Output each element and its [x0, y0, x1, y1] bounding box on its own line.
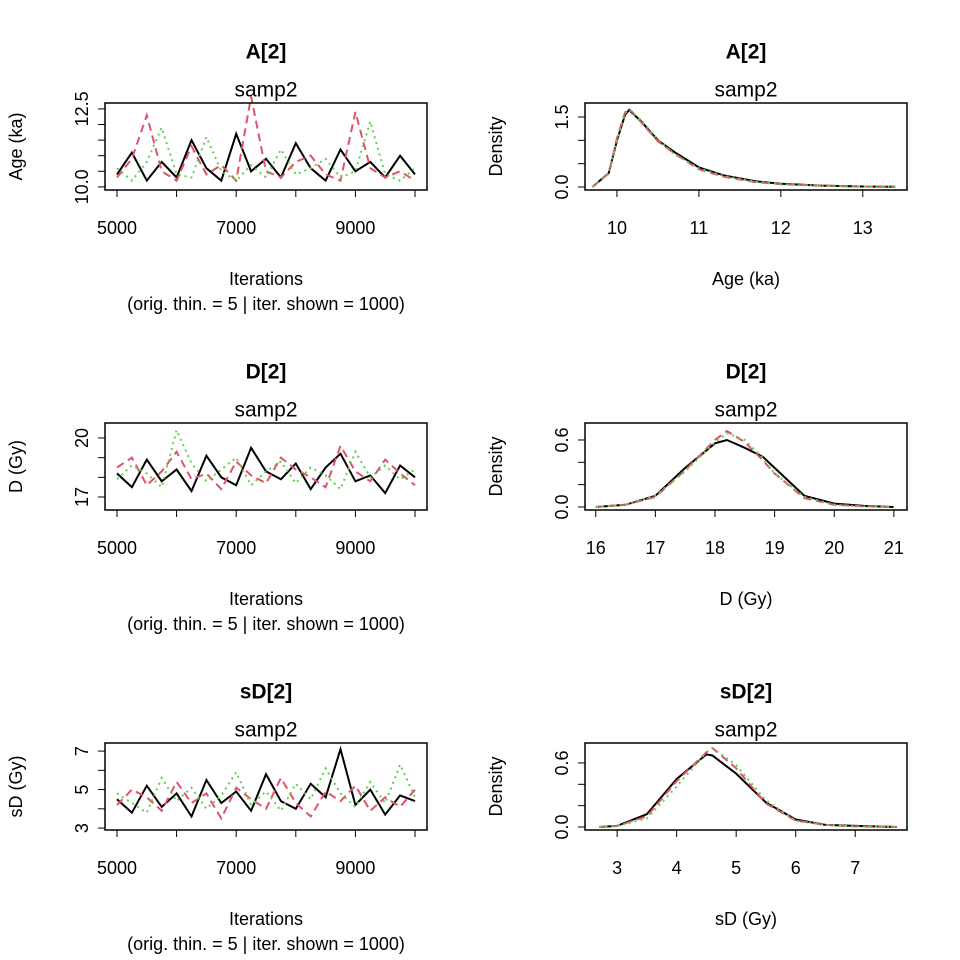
x-tick-label: 11 [690, 218, 709, 238]
plot-box [104, 422, 428, 511]
panel-subtitle: samp2 [714, 399, 777, 422]
x-tick-label: 21 [884, 538, 904, 558]
plot-box [584, 742, 908, 831]
x-axis-label: D (Gy) [720, 589, 773, 609]
x-tick-label: 7000 [216, 858, 256, 878]
y-tick-label: 10.0 [72, 169, 92, 204]
x-axis-label: Iterations [229, 589, 303, 609]
plot-box [584, 102, 908, 191]
y-tick-label: 12.5 [72, 91, 92, 126]
series-line [116, 775, 416, 821]
x-tick-label: 20 [824, 538, 844, 558]
x-axis-note: (orig. thin. = 5 | iter. shown = 1000) [127, 294, 405, 314]
series-line [116, 443, 416, 491]
panel-title: D[2] [246, 361, 287, 384]
y-axis-label: Density [486, 116, 506, 176]
y-tick-label: 3 [72, 823, 92, 833]
panel-subtitle: samp2 [714, 719, 777, 742]
x-tick-label: 7 [850, 858, 860, 878]
y-tick-label: 0.0 [552, 494, 572, 519]
x-tick-label: 19 [765, 538, 785, 558]
series-line [595, 438, 894, 508]
x-tick-label: 9000 [335, 538, 375, 558]
y-tick-label: 17 [72, 487, 92, 507]
panel-title: A[2] [726, 41, 767, 64]
y-axis-label: Age (ka) [6, 112, 26, 180]
series-line [591, 107, 896, 188]
x-axis-label: Age (ka) [712, 269, 780, 289]
y-tick-label: 0.6 [552, 750, 572, 775]
x-tick-label: 5000 [97, 538, 137, 558]
x-tick-label: 6 [791, 858, 801, 878]
series-line [116, 117, 416, 183]
series-line [595, 429, 894, 508]
series-line [591, 108, 896, 188]
y-tick-label: 20 [72, 428, 92, 448]
x-tick-label: 12 [771, 218, 791, 238]
x-axis-note: (orig. thin. = 5 | iter. shown = 1000) [127, 614, 405, 634]
x-axis-note: (orig. thin. = 5 | iter. shown = 1000) [127, 934, 405, 954]
x-tick-label: 10 [607, 218, 627, 238]
x-tick-label: 9000 [335, 858, 375, 878]
y-tick-label: 5 [72, 785, 92, 795]
x-tick-label: 7000 [216, 218, 256, 238]
series-line [116, 130, 416, 183]
x-tick-label: 9000 [335, 218, 375, 238]
series-line [591, 108, 896, 188]
panel-subtitle: samp2 [234, 399, 297, 422]
x-tick-label: 17 [645, 538, 665, 558]
series-line [599, 746, 897, 828]
x-tick-label: 4 [672, 858, 682, 878]
x-tick-label: 13 [853, 218, 873, 238]
y-tick-label: 0.6 [552, 427, 572, 452]
series-line [599, 753, 897, 828]
panel-subtitle: samp2 [714, 79, 777, 102]
plot-box [104, 742, 428, 831]
x-axis-label: Iterations [229, 269, 303, 289]
panel-subtitle: samp2 [234, 719, 297, 742]
x-tick-label: 3 [612, 858, 622, 878]
panel-title: D[2] [726, 361, 767, 384]
x-tick-label: 5 [731, 858, 741, 878]
x-tick-label: 18 [705, 538, 725, 558]
y-axis-label: Density [486, 436, 506, 496]
panel-title: sD[2] [240, 681, 293, 704]
y-tick-label: 0.0 [552, 174, 572, 199]
y-axis-label: sD (Gy) [6, 756, 26, 818]
series-line [116, 96, 416, 183]
x-axis-label: Iterations [229, 909, 303, 929]
x-axis-label: sD (Gy) [715, 909, 777, 929]
x-tick-label: 5000 [97, 858, 137, 878]
y-tick-label: 7 [72, 746, 92, 756]
x-tick-label: 16 [586, 538, 606, 558]
plot-box [584, 422, 908, 511]
series-line [599, 746, 897, 828]
panel-subtitle: samp2 [234, 79, 297, 102]
panel-title: A[2] [246, 41, 287, 64]
x-tick-label: 7000 [216, 538, 256, 558]
y-axis-label: Density [486, 756, 506, 816]
panel-title: sD[2] [720, 681, 773, 704]
y-tick-label: 0.0 [552, 814, 572, 839]
y-tick-label: 1.5 [552, 104, 572, 129]
x-tick-label: 5000 [97, 218, 137, 238]
y-axis-label: D (Gy) [6, 440, 26, 493]
series-line [595, 432, 894, 508]
series-line [116, 445, 416, 495]
